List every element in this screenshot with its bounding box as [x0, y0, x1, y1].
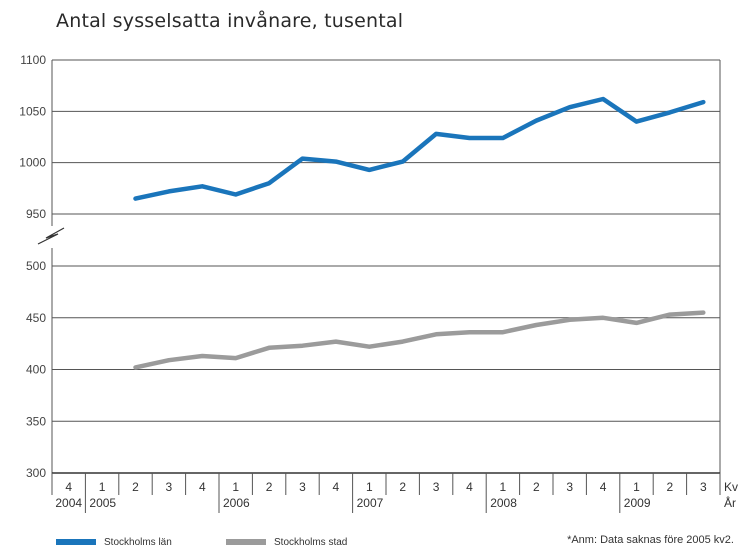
x-tick-label: 4: [333, 480, 340, 494]
y-tick-label: 950: [26, 207, 46, 221]
x-tick-label: 1: [500, 480, 507, 494]
x-axis-label-quarter: Kv: [724, 480, 738, 494]
y-tick-label: 300: [26, 466, 46, 480]
year-label: 2005: [89, 496, 116, 510]
x-tick-label: 4: [65, 480, 72, 494]
series-lines: [133, 96, 706, 370]
x-tick-label: 2: [667, 480, 674, 494]
legend-item-stockholms-lan: Stockholms län: [56, 534, 172, 550]
axis-break-mark: [37, 227, 65, 245]
x-tick-label: 3: [166, 480, 173, 494]
y-tick-label: 1050: [19, 104, 46, 118]
year-label: 2009: [624, 496, 651, 510]
x-tick-label: 2: [399, 480, 406, 494]
x-tick-labels: 4 1 2 3 4 1 2 3 4 1 2 3 4 1 2 3 4 1 2 3 2004 2005 2006 2007 2008…: [55, 480, 738, 510]
x-tick-label: 2: [266, 480, 273, 494]
x-tick-label: 2: [533, 480, 540, 494]
legend-swatch: [56, 539, 96, 545]
x-tick-label: 1: [99, 480, 106, 494]
chart-title: Antal sysselsatta invånare, tusental: [56, 10, 404, 32]
x-tick-label: 1: [232, 480, 239, 494]
x-tick-label: 2: [132, 480, 139, 494]
y-tick-label: 450: [26, 311, 46, 325]
year-label: 2004: [55, 496, 82, 510]
legend-item-stockholms-stad: Stockholms stad: [226, 534, 347, 550]
legend-swatch: [226, 539, 266, 545]
legend-label: Stockholms stad: [274, 536, 348, 548]
x-tick-label: 3: [700, 480, 707, 494]
year-label: 2006: [223, 496, 250, 510]
y-tick-label: 350: [26, 414, 46, 428]
y-tick-label: 1100: [20, 53, 46, 67]
gridlines: [52, 110, 720, 422]
x-tick-label: 4: [600, 480, 607, 494]
x-tick-label: 4: [466, 480, 473, 494]
x-tick-label: 3: [299, 480, 306, 494]
series-line-1: [133, 310, 706, 370]
axes: [37, 59, 721, 513]
y-tick-label: 400: [26, 363, 46, 377]
x-tick-label: 4: [199, 480, 206, 494]
y-tick-label: 500: [26, 259, 46, 273]
year-label: 2007: [357, 496, 384, 510]
y-tick-label: 1000: [19, 156, 46, 170]
x-axis-label-year: År: [724, 495, 736, 510]
x-tick-label: 3: [433, 480, 440, 494]
year-label: 2008: [490, 496, 517, 510]
footnote: *Anm: Data saknas före 2005 kv2.: [567, 534, 734, 546]
series-line-0: [133, 96, 706, 201]
y-tick-labels: 1100 1050 1000 950 500 450 400 350 300: [19, 53, 46, 480]
x-tick-label: 1: [633, 480, 640, 494]
x-tick-label: 1: [366, 480, 373, 494]
x-tick-label: 3: [566, 480, 573, 494]
legend-label: Stockholms län: [104, 536, 172, 548]
